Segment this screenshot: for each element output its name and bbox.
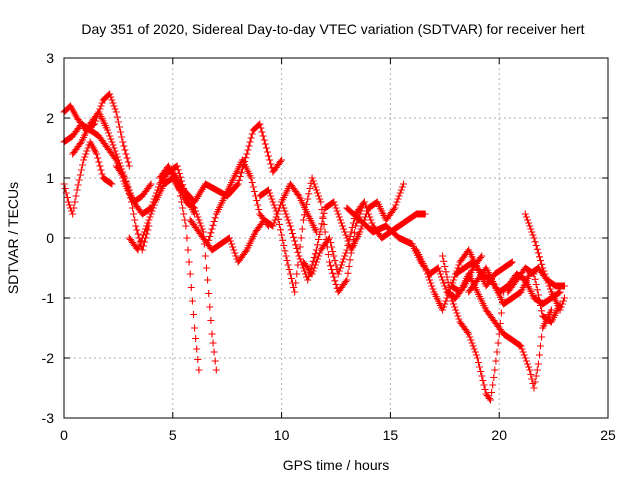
series-markers	[299, 198, 429, 278]
x-tick-label: 25	[600, 427, 616, 443]
x-tick-label: 5	[169, 427, 177, 443]
x-tick-label: 10	[274, 427, 290, 443]
series-markers	[169, 120, 286, 206]
series-markers	[439, 252, 508, 404]
data-points	[60, 90, 568, 404]
series-markers	[256, 174, 368, 296]
x-tick-label: 15	[383, 427, 399, 443]
x-axis-title: GPS time / hours	[283, 457, 390, 473]
series-sat-track-8	[169, 120, 286, 206]
series-sat-track-10	[199, 180, 320, 266]
x-tick-label: 20	[491, 427, 507, 443]
series-markers	[186, 156, 272, 248]
y-tick-label: 0	[46, 230, 54, 246]
series-sat-track-9	[186, 156, 272, 248]
y-tick-label: -3	[42, 410, 55, 426]
y-tick-label: 1	[46, 170, 54, 186]
series-sat-track-11	[256, 174, 368, 296]
chart-title: Day 351 of 2020, Sidereal Day-to-day VTE…	[81, 21, 584, 37]
series-sat-track-21	[504, 264, 564, 326]
ticks: 0 5 10 15 20 25 -3 -2 -1 0 1 2 3	[42, 50, 616, 443]
y-tick-label: -1	[42, 290, 55, 306]
y-axis-title: SDTVAR / TECUs	[5, 182, 21, 294]
x-tick-label: 0	[60, 427, 68, 443]
series-markers	[521, 210, 568, 314]
y-tick-label: 2	[46, 110, 54, 126]
series-sat-track-16	[439, 252, 508, 404]
y-tick-label: -2	[42, 350, 55, 366]
series-markers	[199, 180, 320, 266]
grid	[64, 58, 608, 418]
series-sat-track-20	[521, 210, 568, 314]
y-tick-label: 3	[46, 50, 54, 66]
series-markers	[504, 264, 564, 326]
series-sat-track-13	[299, 198, 429, 278]
